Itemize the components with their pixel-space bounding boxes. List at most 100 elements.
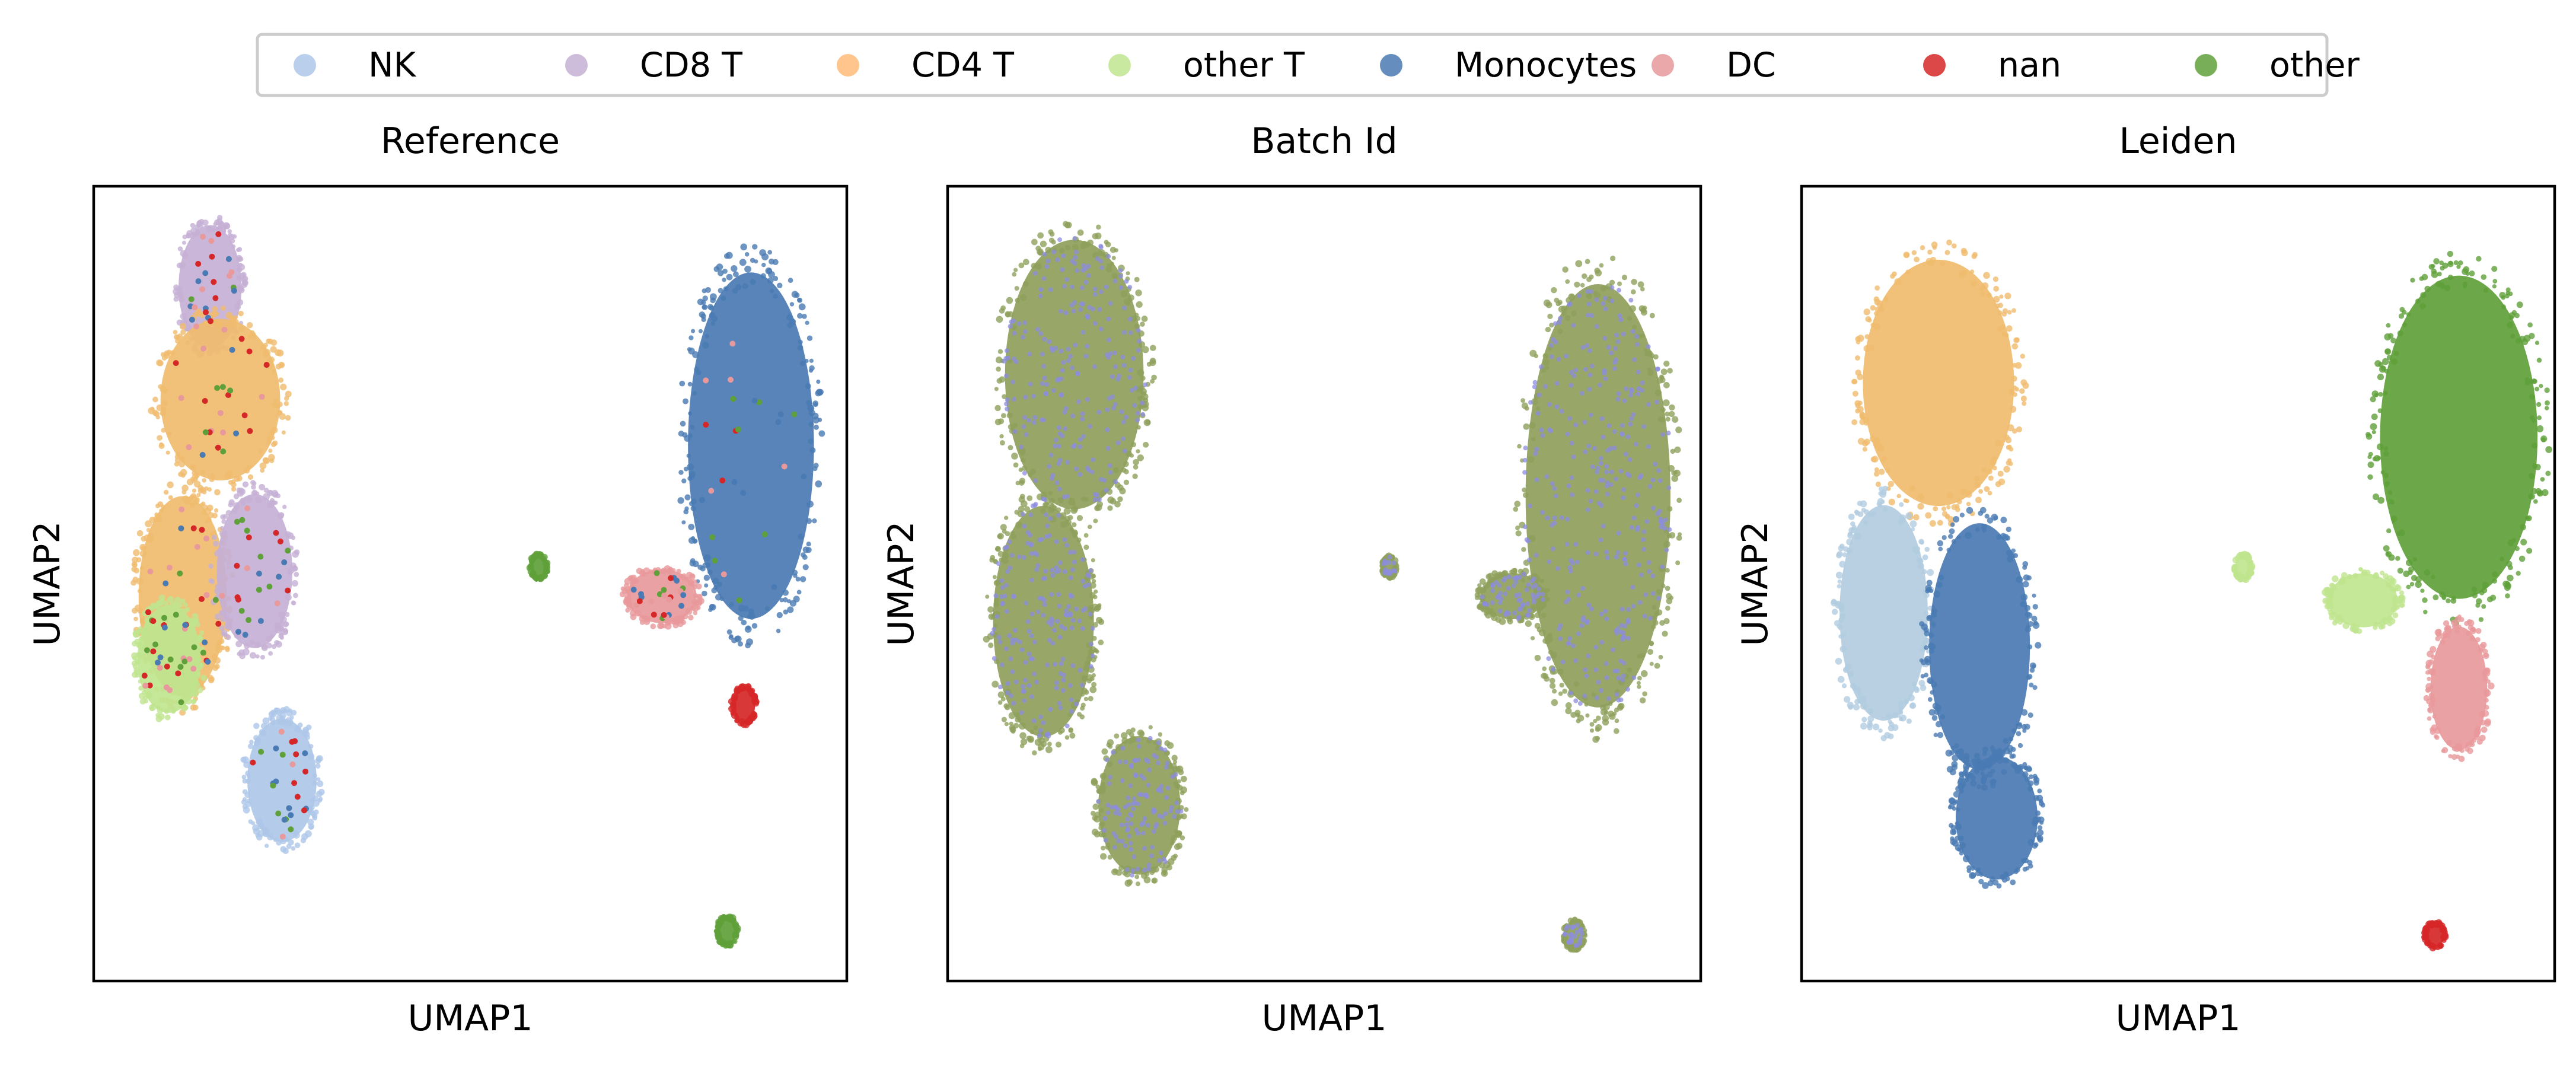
cell-point bbox=[1173, 760, 1178, 765]
cell-point bbox=[272, 402, 279, 408]
cell-point bbox=[2476, 256, 2482, 262]
cell-point bbox=[1035, 609, 1041, 614]
cell-point bbox=[1593, 645, 1599, 650]
cell-point bbox=[207, 487, 212, 492]
cell-point bbox=[2415, 581, 2422, 588]
cell-point bbox=[997, 691, 1005, 698]
cell-point bbox=[257, 822, 265, 830]
cell-point bbox=[1666, 431, 1671, 436]
cell-point bbox=[1613, 346, 1618, 351]
cell-point bbox=[263, 362, 270, 368]
cell-point bbox=[1917, 503, 1924, 510]
cell-point bbox=[2457, 625, 2462, 629]
cell-point bbox=[1046, 734, 1051, 739]
cell-point bbox=[302, 768, 309, 775]
cell-point bbox=[1656, 588, 1662, 595]
cell-point bbox=[1602, 295, 1608, 301]
cell-point bbox=[1641, 537, 1646, 542]
cell-point bbox=[2481, 604, 2486, 609]
cell-point bbox=[205, 519, 209, 524]
cell-point bbox=[242, 789, 248, 795]
cell-point bbox=[1558, 691, 1563, 696]
cell-point bbox=[268, 711, 275, 718]
cell-point bbox=[2431, 270, 2438, 278]
cell-point bbox=[1008, 565, 1013, 571]
cell-point bbox=[2386, 355, 2392, 360]
cell-point bbox=[231, 288, 237, 294]
cell-point bbox=[250, 759, 256, 766]
cell-point bbox=[1076, 515, 1083, 521]
cell-point bbox=[1585, 343, 1590, 348]
cell-point bbox=[997, 550, 1004, 558]
cell-point bbox=[2505, 561, 2513, 568]
cell-point bbox=[801, 473, 807, 480]
cell-point bbox=[1635, 370, 1641, 375]
cell-point bbox=[1571, 643, 1576, 648]
cell-point bbox=[1565, 431, 1570, 437]
cluster-other bbox=[526, 550, 551, 582]
cell-point bbox=[1032, 420, 1037, 425]
cell-point bbox=[2011, 375, 2017, 382]
cell-point bbox=[147, 533, 154, 540]
cell-point bbox=[1956, 535, 1961, 540]
cell-point bbox=[1002, 594, 1008, 599]
cell-point bbox=[219, 598, 224, 603]
cell-point bbox=[1032, 750, 1037, 756]
cell-point bbox=[2026, 675, 2031, 680]
cell-point bbox=[1885, 713, 1892, 720]
cell-point bbox=[783, 597, 788, 603]
cell-point bbox=[1098, 822, 1103, 827]
cell-point bbox=[1621, 660, 1627, 665]
cell-point bbox=[279, 512, 285, 517]
cell-point bbox=[1641, 547, 1647, 552]
cell-point bbox=[192, 613, 199, 620]
cell-point bbox=[1159, 850, 1164, 855]
cell-point bbox=[1927, 249, 1933, 255]
cell-point bbox=[1981, 282, 1989, 289]
cell-point bbox=[273, 397, 278, 402]
cell-point bbox=[1547, 402, 1552, 407]
cell-point bbox=[1057, 486, 1062, 492]
cell-point bbox=[1956, 847, 1962, 852]
cell-point bbox=[1137, 404, 1143, 410]
cell-point bbox=[2415, 576, 2422, 583]
cell-point bbox=[1847, 533, 1854, 539]
cell-point bbox=[1134, 313, 1139, 318]
cell-point bbox=[1854, 532, 1861, 540]
cell-point bbox=[1031, 238, 1038, 246]
cell-point bbox=[1524, 537, 1529, 542]
cell-point bbox=[1620, 677, 1625, 683]
cell-point bbox=[1984, 514, 1990, 519]
cell-point bbox=[761, 531, 768, 537]
cell-point bbox=[1133, 458, 1139, 466]
cell-point bbox=[264, 830, 269, 835]
cell-point bbox=[1544, 474, 1550, 479]
cell-point bbox=[725, 251, 733, 259]
cell-point bbox=[1545, 515, 1550, 521]
cell-point bbox=[1850, 521, 1856, 527]
cell-point bbox=[243, 761, 251, 769]
cell-point bbox=[2008, 388, 2015, 396]
cell-point bbox=[1573, 422, 1579, 428]
cell-point bbox=[2012, 763, 2018, 769]
cell-point bbox=[1561, 311, 1567, 316]
cell-point bbox=[1121, 732, 1128, 739]
cell-point bbox=[1528, 456, 1535, 463]
cell-point bbox=[201, 510, 206, 515]
cell-point bbox=[246, 321, 253, 329]
cell-point bbox=[184, 498, 191, 505]
cell-point bbox=[1612, 668, 1618, 674]
cell-point bbox=[2456, 264, 2461, 269]
cell-point bbox=[1888, 498, 1895, 505]
cell-point bbox=[1115, 744, 1122, 751]
cell-point bbox=[1080, 416, 1085, 422]
cell-point bbox=[138, 679, 142, 684]
cell-point bbox=[243, 806, 250, 814]
cell-point bbox=[1987, 517, 1994, 524]
cell-point bbox=[1553, 493, 1558, 499]
cell-point bbox=[291, 780, 298, 786]
cell-point bbox=[1137, 454, 1144, 461]
cell-point bbox=[1146, 361, 1152, 367]
cell-point bbox=[1554, 381, 1560, 386]
cell-point bbox=[1059, 393, 1064, 398]
